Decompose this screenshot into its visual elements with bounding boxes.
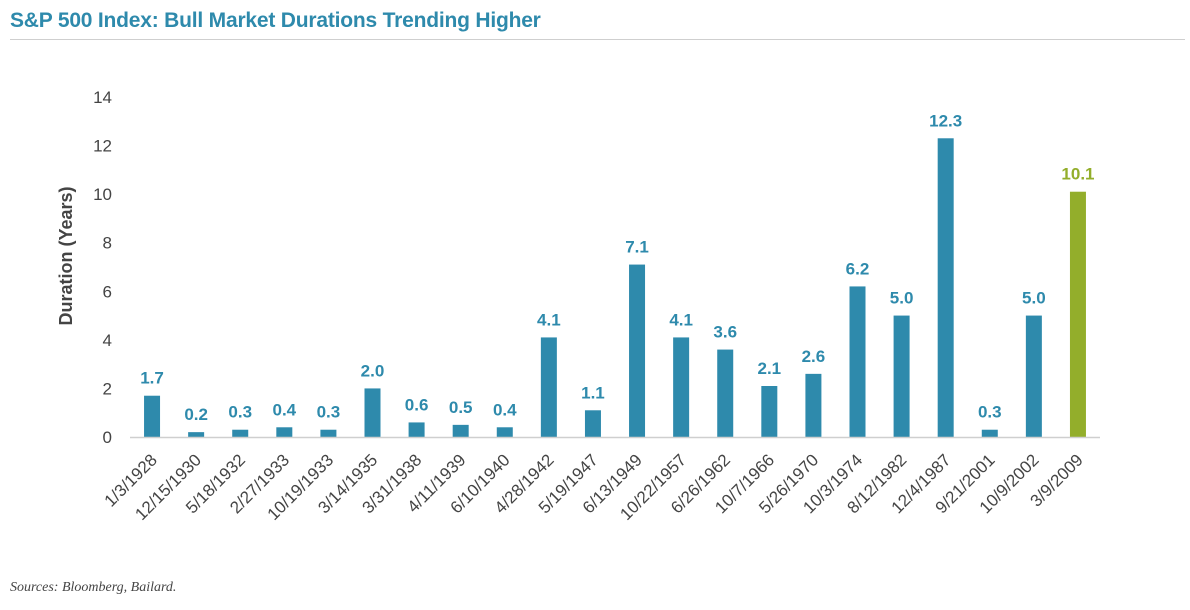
y-tick-label: 14	[93, 88, 112, 107]
bar	[805, 373, 822, 437]
y-tick-label: 4	[103, 331, 112, 350]
bar	[408, 422, 425, 437]
bar	[452, 424, 469, 437]
bar	[761, 386, 778, 437]
data-label: 0.4	[493, 400, 517, 419]
bar	[276, 427, 293, 437]
y-tick-label: 10	[93, 185, 112, 204]
bar	[1025, 315, 1042, 437]
data-label: 0.2	[184, 405, 208, 424]
data-label: 0.6	[405, 395, 429, 414]
bar	[232, 429, 249, 437]
y-axis: 0 2 4 6 8 10 12 14	[93, 88, 112, 447]
y-tick-label: 12	[93, 137, 112, 156]
data-label: 1.1	[581, 383, 605, 402]
bar	[496, 427, 513, 437]
bar	[364, 388, 381, 437]
bar	[188, 432, 205, 437]
y-axis-title: Duration (Years)	[56, 186, 76, 325]
bar	[937, 138, 954, 438]
title-divider	[10, 39, 1185, 40]
data-label: 5.0	[1022, 289, 1046, 308]
source-note: Sources: Bloomberg, Bailard.	[10, 580, 177, 595]
data-label: 2.6	[802, 347, 826, 366]
bar	[540, 337, 557, 437]
bar	[144, 395, 161, 437]
bar	[629, 264, 646, 437]
bar	[1069, 191, 1086, 437]
y-tick-label: 6	[103, 282, 112, 301]
bar	[717, 349, 734, 437]
chart-title: S&P 500 Index: Bull Market Durations Tre…	[10, 9, 541, 32]
bars-group: 1.7 0.2 0.3 0.4 0.3 2.0 0.6 0.5 0.4 4.1 1.1 7.1 4.1 3…	[140, 111, 1095, 438]
y-tick-label: 2	[103, 379, 112, 398]
data-label: 7.1	[625, 238, 649, 257]
data-label: 0.3	[228, 403, 252, 422]
data-label: 4.1	[669, 310, 693, 329]
data-label: 6.2	[846, 259, 870, 278]
bar	[849, 286, 866, 437]
bar	[673, 337, 690, 437]
data-label: 0.4	[272, 400, 296, 419]
data-label: 2.1	[757, 359, 781, 378]
bar	[893, 315, 910, 437]
bar	[981, 429, 998, 437]
data-label: 3.6	[713, 323, 737, 342]
y-tick-label: 0	[103, 428, 112, 447]
data-label: 0.3	[978, 403, 1002, 422]
bar	[584, 410, 601, 437]
x-axis: 1/3/192812/15/19305/18/19322/27/193310/1…	[101, 436, 1100, 524]
data-label: 0.5	[449, 398, 473, 417]
data-label: 2.0	[361, 361, 385, 380]
data-label: 12.3	[929, 111, 962, 130]
data-label: 1.7	[140, 369, 164, 388]
data-label: 0.3	[317, 403, 341, 422]
bar	[320, 429, 337, 437]
y-tick-label: 8	[103, 234, 112, 253]
data-label: 10.1	[1061, 165, 1094, 184]
data-label: 4.1	[537, 310, 561, 329]
data-label: 5.0	[890, 289, 914, 308]
